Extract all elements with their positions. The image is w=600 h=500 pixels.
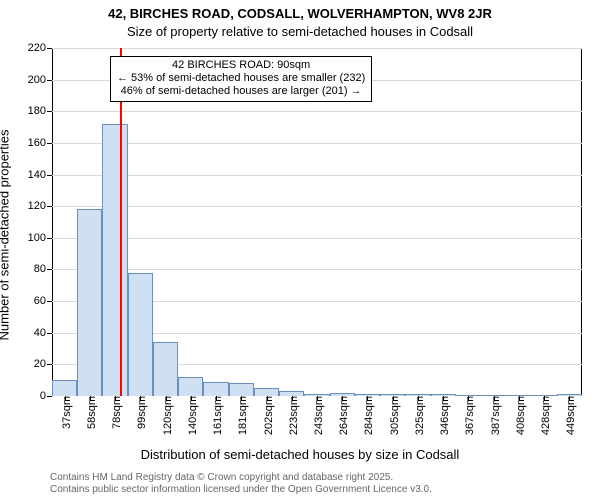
y-tick-label: 40: [34, 327, 52, 339]
y-tick-label: 20: [34, 358, 52, 370]
annotation-line-2: ← 53% of semi-detached houses are smalle…: [117, 72, 365, 85]
chart-title-main: 42, BIRCHES ROAD, CODSALL, WOLVERHAMPTON…: [0, 6, 600, 21]
chart-container: 42, BIRCHES ROAD, CODSALL, WOLVERHAMPTON…: [0, 0, 600, 500]
x-tick-label: 346sqm: [435, 396, 451, 435]
gridline: [52, 48, 582, 49]
bar: [203, 382, 228, 396]
bar: [128, 273, 153, 396]
y-tick-label: 140: [28, 169, 52, 181]
annotation-line-3: 46% of semi-detached houses are larger (…: [117, 85, 365, 98]
y-tick-label: 180: [28, 105, 52, 117]
x-tick-label: 99sqm: [132, 396, 148, 429]
gridline: [52, 269, 582, 270]
gridline: [52, 175, 582, 176]
y-axis-line-right: [581, 48, 582, 396]
y-tick-label: 220: [28, 42, 52, 54]
x-tick-label: 58sqm: [82, 396, 98, 429]
y-tick-label: 60: [34, 295, 52, 307]
x-tick-label: 120sqm: [158, 396, 174, 435]
y-tick-label: 200: [28, 74, 52, 86]
x-tick-label: 387sqm: [486, 396, 502, 435]
x-tick-label: 181sqm: [233, 396, 249, 435]
bar: [52, 380, 77, 396]
gridline: [52, 111, 582, 112]
bar: [102, 124, 127, 396]
y-tick-label: 0: [40, 390, 52, 402]
x-tick-label: 202sqm: [259, 396, 275, 435]
plot-area: 02040608010012014016018020022037sqm58sqm…: [52, 48, 582, 396]
chart-title-sub: Size of property relative to semi-detach…: [0, 24, 600, 39]
bar: [229, 383, 254, 396]
annotation-box: 42 BIRCHES ROAD: 90sqm← 53% of semi-deta…: [110, 56, 372, 102]
annotation-line-1: 42 BIRCHES ROAD: 90sqm: [117, 59, 365, 72]
gridline: [52, 206, 582, 207]
y-tick-label: 160: [28, 137, 52, 149]
x-tick-label: 37sqm: [57, 396, 73, 429]
x-tick-label: 325sqm: [410, 396, 426, 435]
gridline: [52, 143, 582, 144]
x-tick-label: 161sqm: [208, 396, 224, 435]
x-axis-label: Distribution of semi-detached houses by …: [0, 447, 600, 462]
x-tick-label: 408sqm: [511, 396, 527, 435]
bar: [178, 377, 203, 396]
x-tick-label: 223sqm: [284, 396, 300, 435]
x-tick-label: 78sqm: [107, 396, 123, 429]
x-tick-label: 264sqm: [334, 396, 350, 435]
x-tick-label: 449sqm: [561, 396, 577, 435]
x-tick-label: 243sqm: [309, 396, 325, 435]
y-tick-label: 120: [28, 200, 52, 212]
footer-line2: Contains public sector information licen…: [50, 484, 432, 496]
bar: [153, 342, 178, 396]
bar: [77, 209, 102, 396]
x-tick-label: 284sqm: [359, 396, 375, 435]
y-tick-label: 80: [34, 263, 52, 275]
x-tick-label: 305sqm: [385, 396, 401, 435]
y-axis-line: [52, 48, 53, 396]
y-tick-label: 100: [28, 232, 52, 244]
gridline: [52, 238, 582, 239]
footer-attribution: Contains HM Land Registry data © Crown c…: [50, 472, 432, 496]
bar: [254, 388, 279, 396]
x-tick-label: 367sqm: [460, 396, 476, 435]
x-tick-label: 428sqm: [536, 396, 552, 435]
footer-line1: Contains HM Land Registry data © Crown c…: [50, 472, 432, 484]
x-tick-label: 140sqm: [183, 396, 199, 435]
y-axis-label: Number of semi-detached properties: [0, 130, 12, 341]
